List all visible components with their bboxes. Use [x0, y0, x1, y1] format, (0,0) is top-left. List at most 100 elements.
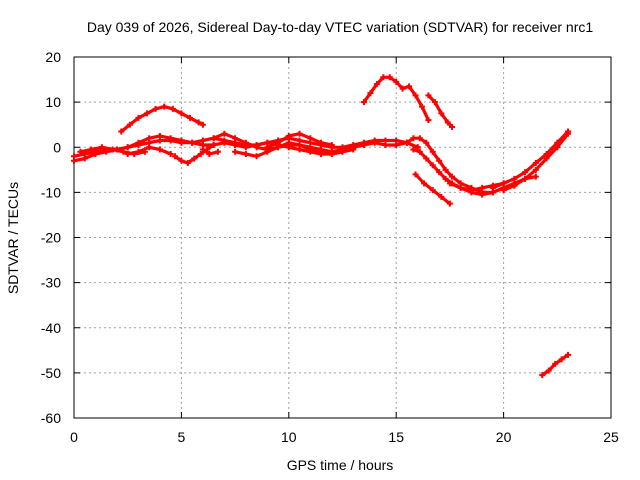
series-arc-18	[500, 130, 572, 194]
data-point	[423, 139, 430, 146]
data-point	[253, 153, 260, 160]
data-point	[446, 180, 453, 187]
data-point	[543, 155, 550, 162]
data-point	[189, 139, 196, 146]
y-axis-label: SDTVAR / TECUs	[5, 182, 21, 294]
data-point	[373, 81, 380, 88]
data-point	[438, 193, 445, 200]
y-tick-label: 0	[53, 139, 61, 155]
data-point	[242, 139, 249, 146]
grid	[74, 57, 611, 418]
data-point	[126, 121, 133, 128]
data-point	[146, 135, 153, 142]
data-point	[412, 92, 419, 99]
data-point	[124, 151, 131, 158]
data-point	[210, 135, 217, 142]
x-tick-label: 25	[603, 429, 619, 445]
x-tick-label: 5	[178, 429, 186, 445]
data-point	[144, 110, 151, 117]
data-point	[135, 148, 142, 155]
data-point	[350, 144, 357, 151]
data-point	[489, 184, 496, 191]
data-point	[232, 141, 239, 148]
data-point	[399, 85, 406, 92]
data-point	[81, 155, 88, 162]
data-point	[109, 146, 116, 153]
data-point	[468, 189, 475, 196]
chart-title: Day 039 of 2026, Sidereal Day-to-day VTE…	[87, 19, 593, 35]
data-point	[500, 180, 507, 187]
data-point	[360, 141, 367, 148]
data-point	[199, 121, 206, 128]
data-point	[135, 114, 142, 121]
data-point	[522, 169, 529, 176]
data-point	[221, 130, 228, 137]
x-tick-label: 10	[281, 429, 297, 445]
data-point	[511, 182, 518, 189]
data-point	[421, 180, 428, 187]
data-point	[307, 146, 314, 153]
data-point	[178, 110, 185, 117]
data-point	[449, 173, 456, 180]
data-point	[152, 105, 159, 112]
data-point	[98, 144, 105, 151]
data-point	[552, 360, 559, 367]
data-point	[565, 130, 572, 137]
data-point	[318, 148, 325, 155]
x-tick-label: 20	[496, 429, 512, 445]
x-axis-label: GPS time / hours	[287, 457, 394, 473]
data-point	[169, 105, 176, 112]
data-point	[406, 83, 413, 90]
data-point	[449, 123, 456, 130]
data-point	[500, 187, 507, 194]
data-point	[339, 148, 346, 155]
series-arc-10	[264, 130, 335, 151]
x-tick-label: 15	[388, 429, 404, 445]
data-point	[77, 148, 84, 155]
data-point	[307, 135, 314, 142]
data-point	[532, 160, 539, 167]
data-point	[178, 137, 185, 144]
data-point	[285, 139, 292, 146]
data-point	[539, 372, 546, 379]
data-point	[444, 119, 451, 126]
series-arc-17	[489, 128, 572, 191]
data-point	[210, 141, 217, 148]
data-point	[242, 151, 249, 158]
series-arc-07	[199, 146, 221, 158]
data-point	[438, 110, 445, 117]
data-point	[221, 139, 228, 146]
data-point	[565, 351, 572, 358]
data-point	[511, 175, 518, 182]
data-point	[532, 166, 539, 173]
data-point	[446, 200, 453, 207]
data-point	[161, 103, 168, 110]
data-point	[275, 139, 282, 146]
data-point	[171, 153, 178, 160]
data-point	[386, 74, 393, 81]
series-arc-15	[412, 171, 453, 207]
data-point	[412, 171, 419, 178]
data-point	[186, 114, 193, 121]
data-point	[393, 78, 400, 85]
data-point	[554, 144, 561, 151]
data-point	[184, 160, 191, 167]
y-tick-label: -10	[41, 184, 61, 200]
data-point	[264, 144, 271, 151]
data-point	[410, 135, 417, 142]
data-point	[457, 184, 464, 191]
data-point	[191, 155, 198, 162]
data-point	[167, 151, 174, 158]
data-point	[328, 151, 335, 158]
y-tick-label: -40	[41, 320, 61, 336]
series-arc-11	[360, 74, 432, 124]
data-point	[431, 99, 438, 106]
data-point	[120, 148, 127, 155]
data-point	[522, 175, 529, 182]
data-point	[414, 144, 421, 151]
y-tick-labels: -60 -50 -40 -30 -20 -10 0 10 20	[41, 49, 61, 426]
axis-ticks	[73, 56, 612, 419]
series-arc-05	[124, 144, 174, 158]
data-point	[135, 139, 142, 146]
